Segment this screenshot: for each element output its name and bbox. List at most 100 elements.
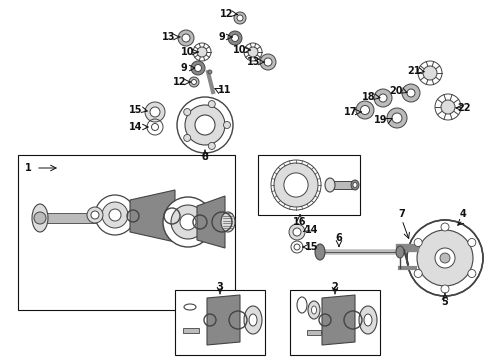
Circle shape (441, 223, 449, 231)
Circle shape (417, 230, 473, 286)
Circle shape (468, 239, 476, 247)
Circle shape (208, 70, 212, 74)
Bar (290, 290, 380, 355)
Circle shape (414, 239, 422, 247)
Text: 15: 15 (129, 105, 143, 115)
Text: 17: 17 (344, 107, 358, 117)
Bar (183, 328, 199, 333)
Circle shape (361, 105, 369, 114)
Text: 13: 13 (247, 57, 261, 67)
Text: 11: 11 (218, 85, 232, 95)
Polygon shape (197, 196, 225, 248)
Circle shape (189, 77, 199, 87)
Circle shape (185, 105, 225, 145)
Bar (18, 155, 235, 310)
Circle shape (441, 100, 455, 114)
Text: 20: 20 (389, 86, 403, 96)
Ellipse shape (315, 244, 325, 260)
Circle shape (414, 270, 422, 278)
Circle shape (435, 248, 455, 268)
Polygon shape (322, 295, 355, 345)
Circle shape (260, 54, 276, 70)
Text: 12: 12 (173, 77, 187, 87)
Circle shape (191, 61, 205, 75)
Bar (175, 290, 265, 355)
Text: 4: 4 (460, 209, 466, 219)
Circle shape (441, 285, 449, 293)
Polygon shape (130, 190, 175, 242)
Circle shape (379, 94, 387, 102)
Circle shape (392, 113, 402, 123)
Text: 10: 10 (181, 47, 195, 57)
Ellipse shape (308, 301, 320, 319)
Text: 7: 7 (399, 209, 405, 219)
Circle shape (177, 97, 233, 153)
Circle shape (294, 244, 300, 250)
Circle shape (192, 80, 196, 85)
Circle shape (195, 64, 201, 72)
Ellipse shape (364, 314, 372, 326)
Text: 13: 13 (162, 32, 176, 42)
Ellipse shape (325, 178, 335, 192)
Circle shape (223, 122, 230, 129)
Bar (307, 330, 321, 335)
Polygon shape (207, 295, 240, 345)
Circle shape (231, 35, 239, 41)
Text: 22: 22 (457, 103, 471, 113)
Circle shape (145, 102, 165, 122)
Text: 16: 16 (293, 217, 307, 227)
Text: 21: 21 (407, 66, 421, 76)
Circle shape (274, 163, 318, 207)
Circle shape (171, 205, 205, 239)
Ellipse shape (244, 306, 262, 334)
Ellipse shape (353, 183, 357, 188)
Bar (328, 181, 356, 189)
Circle shape (234, 12, 246, 24)
Circle shape (109, 209, 121, 221)
Circle shape (284, 173, 308, 197)
Circle shape (402, 84, 420, 102)
Bar (40, 213, 105, 223)
Text: 12: 12 (220, 9, 234, 19)
Text: 3: 3 (217, 282, 223, 292)
Circle shape (423, 66, 437, 80)
Circle shape (150, 107, 160, 117)
Circle shape (178, 30, 194, 46)
Ellipse shape (359, 306, 377, 334)
Text: 2: 2 (332, 282, 339, 292)
Text: 10: 10 (233, 45, 247, 55)
Text: 14: 14 (129, 122, 143, 132)
Text: 15: 15 (305, 242, 319, 252)
Ellipse shape (351, 180, 359, 190)
Circle shape (387, 108, 407, 128)
Circle shape (91, 211, 99, 219)
Ellipse shape (249, 314, 257, 326)
Text: 5: 5 (441, 297, 448, 307)
Circle shape (264, 58, 272, 66)
Circle shape (289, 224, 305, 240)
Text: 19: 19 (374, 115, 388, 125)
Circle shape (248, 47, 258, 57)
Circle shape (34, 212, 46, 224)
Ellipse shape (32, 204, 48, 232)
Text: 9: 9 (181, 63, 187, 73)
Ellipse shape (396, 246, 404, 258)
Circle shape (468, 270, 476, 278)
Circle shape (95, 195, 135, 235)
Bar (258, 155, 360, 215)
Circle shape (195, 115, 215, 135)
Circle shape (184, 109, 191, 116)
Circle shape (237, 15, 243, 21)
Circle shape (163, 197, 213, 247)
Ellipse shape (221, 212, 235, 232)
Circle shape (374, 89, 392, 107)
Circle shape (228, 31, 242, 45)
Circle shape (102, 202, 128, 228)
Circle shape (356, 101, 374, 119)
Text: 18: 18 (362, 92, 376, 102)
Circle shape (440, 253, 450, 263)
Circle shape (407, 89, 415, 97)
Text: 1: 1 (24, 163, 31, 173)
Circle shape (407, 220, 483, 296)
Circle shape (197, 47, 207, 57)
